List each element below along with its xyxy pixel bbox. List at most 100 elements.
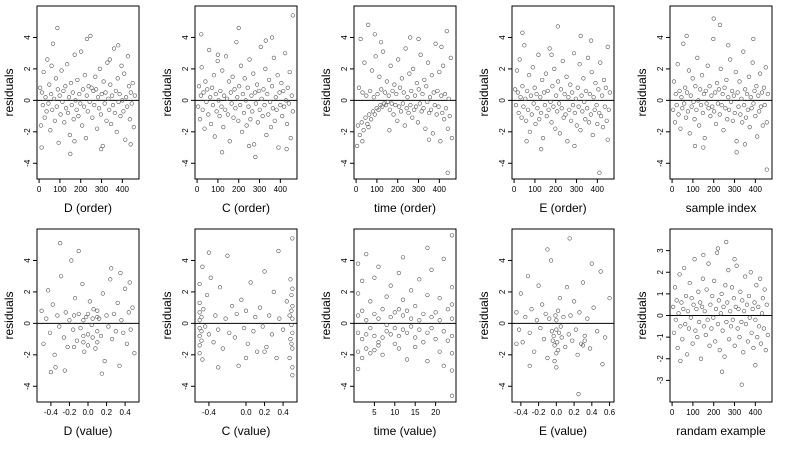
- data-point: [100, 143, 105, 149]
- data-point: [46, 101, 51, 106]
- data-point: [556, 330, 562, 335]
- data-point: [716, 298, 722, 303]
- data-point: [125, 54, 131, 59]
- data-point: [38, 123, 44, 128]
- data-point: [529, 307, 534, 312]
- x-tick-label: 400: [749, 408, 763, 417]
- y-tick-label: -2: [340, 128, 349, 136]
- data-point: [716, 87, 722, 92]
- data-point: [734, 139, 739, 144]
- data-point: [76, 311, 81, 317]
- data-point: [248, 280, 253, 285]
- data-point: [577, 310, 582, 315]
- x-tick-label: 5: [372, 408, 377, 417]
- data-point: [203, 79, 208, 84]
- data-point: [388, 332, 393, 337]
- data-point: [40, 102, 45, 108]
- data-point: [540, 77, 545, 83]
- data-point: [109, 266, 114, 271]
- data-point: [721, 304, 726, 309]
- data-point: [763, 348, 768, 353]
- data-point: [403, 46, 408, 51]
- x-tick-label: 0.4: [120, 408, 132, 417]
- data-point: [200, 357, 205, 362]
- data-point: [550, 338, 555, 343]
- data-point: [607, 296, 612, 301]
- data-point: [383, 102, 389, 108]
- data-point: [751, 36, 756, 42]
- data-point: [197, 300, 202, 306]
- data-point: [759, 311, 765, 316]
- data-point: [359, 120, 364, 125]
- data-point: [290, 316, 295, 321]
- data-point: [571, 51, 577, 56]
- data-point: [733, 69, 738, 75]
- data-point: [693, 328, 698, 333]
- data-point: [525, 88, 530, 94]
- data-point: [743, 115, 749, 120]
- data-point: [429, 325, 434, 331]
- plot-frame: [669, 5, 773, 180]
- data-point: [264, 132, 269, 138]
- data-point: [226, 79, 232, 84]
- data-point: [731, 296, 737, 301]
- data-point: [369, 68, 375, 73]
- data-point: [713, 90, 718, 95]
- data-point: [76, 248, 81, 254]
- data-point: [106, 324, 111, 329]
- data-point: [41, 341, 46, 346]
- data-point: [746, 74, 751, 79]
- data-point: [358, 36, 363, 42]
- data-point: [288, 336, 293, 342]
- data-point: [290, 13, 295, 18]
- data-point: [49, 91, 54, 97]
- data-point: [449, 285, 455, 290]
- data-point: [55, 313, 60, 318]
- data-point: [364, 318, 369, 323]
- data-point: [541, 336, 547, 342]
- y-tick-label: 4: [181, 258, 190, 263]
- data-point: [412, 107, 417, 112]
- data-point: [720, 91, 725, 97]
- data-point: [236, 25, 241, 31]
- data-point: [267, 77, 272, 83]
- data-point: [288, 136, 293, 141]
- data-point: [93, 74, 98, 79]
- y-tick-label: 2: [181, 66, 190, 71]
- data-point: [407, 71, 412, 76]
- data-point: [576, 104, 581, 109]
- data-point: [364, 252, 369, 257]
- data-point: [197, 318, 202, 323]
- data-point: [441, 329, 446, 334]
- data-point: [717, 22, 723, 27]
- data-point: [725, 300, 730, 305]
- y-tick-label: 2: [23, 289, 32, 294]
- x-tick-label: 300: [728, 185, 742, 194]
- data-point: [372, 32, 377, 37]
- data-point: [399, 76, 404, 81]
- data-point: [85, 311, 91, 317]
- data-point: [128, 327, 133, 332]
- data-point: [386, 93, 391, 98]
- data-point: [557, 296, 562, 301]
- data-point: [406, 110, 411, 116]
- data-point: [436, 104, 441, 109]
- data-point: [261, 87, 266, 92]
- data-point: [121, 330, 126, 335]
- data-point: [726, 95, 731, 100]
- y-tick-label: 4: [340, 258, 349, 263]
- data-point: [224, 96, 230, 101]
- data-point: [449, 393, 455, 398]
- data-point: [718, 311, 723, 316]
- data-point: [447, 113, 452, 119]
- data-point: [761, 85, 766, 90]
- data-point: [553, 313, 558, 318]
- data-point: [290, 346, 295, 351]
- data-point: [417, 327, 422, 332]
- data-point: [679, 300, 684, 305]
- data-point: [269, 332, 275, 337]
- panel-time-order: 0 100 200 300 400 -4 -2 0 2 4 time (order) residual…: [319, 5, 457, 215]
- data-point: [724, 239, 729, 245]
- data-point: [702, 309, 707, 314]
- data-point: [99, 371, 105, 376]
